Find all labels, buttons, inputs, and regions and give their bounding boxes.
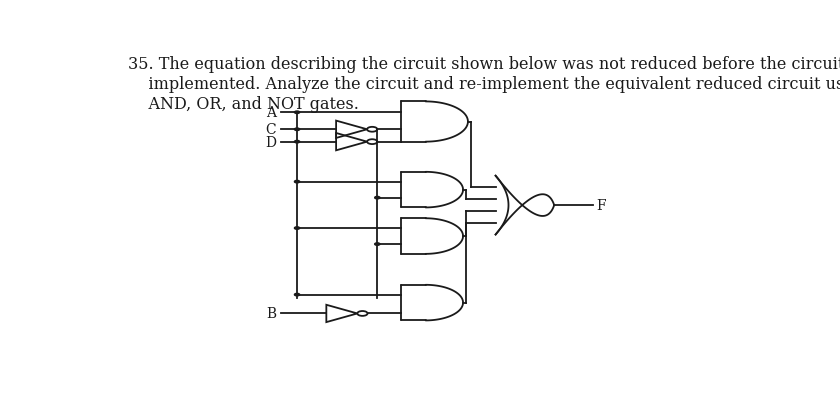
Text: A: A: [266, 106, 276, 120]
Text: B: B: [266, 307, 276, 321]
Circle shape: [295, 294, 300, 296]
Circle shape: [375, 243, 380, 246]
Circle shape: [295, 112, 300, 114]
Text: 35. The equation describing the circuit shown below was not reduced before the c: 35. The equation describing the circuit …: [128, 56, 840, 73]
Text: D: D: [265, 135, 276, 149]
Text: AND, OR, and NOT gates.: AND, OR, and NOT gates.: [128, 96, 359, 113]
Circle shape: [295, 181, 300, 183]
Circle shape: [295, 227, 300, 230]
Text: C: C: [265, 123, 276, 137]
Text: F: F: [596, 198, 606, 213]
Circle shape: [295, 129, 300, 131]
Circle shape: [295, 141, 300, 144]
Text: implemented. Analyze the circuit and re-implement the equivalent reduced circuit: implemented. Analyze the circuit and re-…: [128, 76, 840, 93]
Circle shape: [375, 197, 380, 199]
